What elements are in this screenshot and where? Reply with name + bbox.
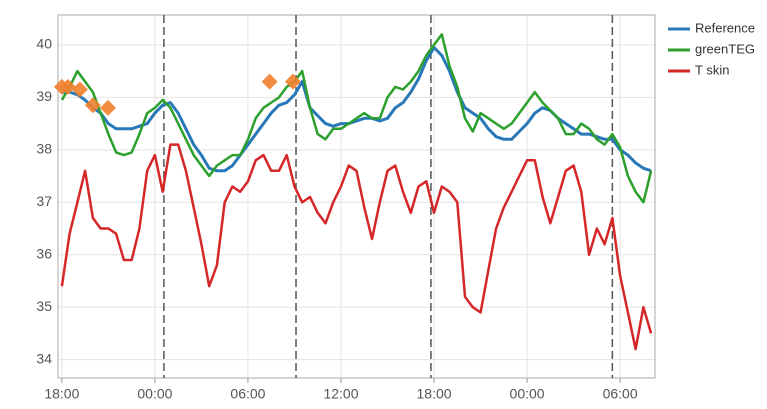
plot-area [58, 15, 655, 378]
x-tick-label: 00:00 [137, 386, 172, 402]
legend: Reference greenTEG T skin [668, 20, 755, 77]
marker [59, 78, 76, 95]
legend-label: greenTEG [695, 41, 755, 56]
x-tick-label: 18:00 [44, 386, 79, 402]
x-tick-label: 06:00 [603, 386, 638, 402]
plot-border [57, 14, 656, 379]
x-tick-label: 12:00 [323, 386, 358, 402]
y-tick-label: 38 [36, 141, 52, 157]
marker [99, 99, 116, 116]
x-tick-label: 18:00 [417, 386, 452, 402]
legend-label: T skin [695, 62, 729, 77]
series-line [60, 33, 653, 204]
marker [71, 81, 88, 98]
y-tick-label: 34 [36, 350, 52, 366]
legend-label: Reference [695, 20, 755, 35]
marker [284, 73, 301, 90]
x-tick-label: 06:00 [230, 386, 265, 402]
y-tick-label: 37 [36, 193, 52, 209]
marker [261, 73, 278, 90]
y-tick-label: 36 [36, 245, 52, 261]
marker [84, 97, 101, 114]
y-tick-label: 40 [36, 36, 52, 52]
x-tick-label: 00:00 [510, 386, 545, 402]
y-tick-label: 39 [36, 88, 52, 104]
series-line [60, 143, 653, 351]
y-tick-label: 35 [36, 298, 52, 314]
